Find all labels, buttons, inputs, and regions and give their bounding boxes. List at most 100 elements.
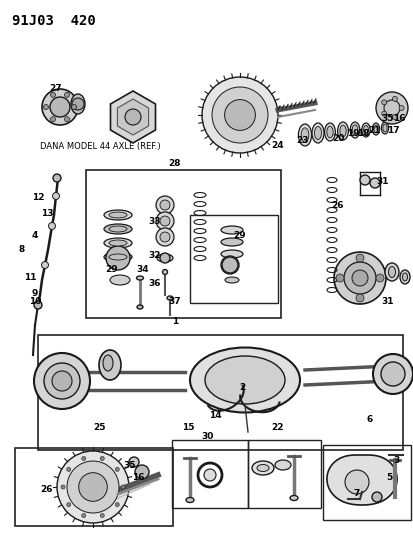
Circle shape [125,109,141,125]
Ellipse shape [298,124,311,146]
Text: 4: 4 [32,230,38,239]
Text: 29: 29 [105,265,118,274]
Text: 15: 15 [181,424,194,432]
Ellipse shape [349,122,359,138]
Circle shape [115,503,119,507]
Ellipse shape [252,461,273,475]
Circle shape [372,354,412,394]
Ellipse shape [289,496,297,500]
Text: 9: 9 [32,288,38,297]
Ellipse shape [104,224,132,234]
Ellipse shape [103,355,113,371]
Ellipse shape [221,250,242,258]
Ellipse shape [109,226,127,232]
Ellipse shape [324,123,335,141]
Circle shape [381,111,386,116]
Ellipse shape [384,263,398,281]
Circle shape [335,274,343,282]
Circle shape [375,92,407,124]
Circle shape [211,87,267,143]
Circle shape [344,470,368,494]
Circle shape [375,274,383,282]
Circle shape [52,371,72,391]
Ellipse shape [224,277,238,283]
Ellipse shape [159,200,170,210]
Bar [86,170,280,318]
Text: 5: 5 [385,473,391,482]
Circle shape [44,363,80,399]
Text: 24: 24 [271,141,284,149]
Circle shape [50,97,70,117]
Ellipse shape [185,497,194,503]
Circle shape [34,353,90,409]
Circle shape [121,485,125,489]
Text: 26: 26 [40,486,53,495]
Circle shape [67,461,119,513]
Ellipse shape [204,356,284,404]
Text: 2: 2 [238,384,244,392]
Text: 16: 16 [392,114,404,123]
Text: 30: 30 [201,432,214,441]
Circle shape [100,513,104,518]
Polygon shape [326,455,396,505]
Text: 18: 18 [356,128,368,138]
Ellipse shape [159,232,170,242]
Ellipse shape [314,126,321,140]
Circle shape [66,467,71,471]
Circle shape [159,253,170,263]
Circle shape [333,252,385,304]
Text: 12: 12 [32,192,44,201]
Circle shape [34,302,41,309]
Ellipse shape [156,212,173,230]
Text: 11: 11 [24,273,36,282]
Ellipse shape [401,273,406,281]
Circle shape [369,178,379,188]
Ellipse shape [71,94,85,114]
Circle shape [359,175,369,185]
Ellipse shape [110,275,130,285]
Text: 34: 34 [136,265,149,274]
Text: 35: 35 [123,462,136,471]
Text: 8: 8 [19,245,25,254]
Text: 36: 36 [148,279,161,287]
Ellipse shape [221,256,238,274]
Circle shape [81,513,85,518]
Ellipse shape [104,238,132,248]
Bar [171,440,247,508]
Bar [15,448,173,526]
Polygon shape [117,99,148,135]
Ellipse shape [104,210,132,220]
Circle shape [383,100,399,116]
Text: 19: 19 [346,128,358,138]
Ellipse shape [190,348,299,413]
Ellipse shape [399,270,409,284]
Circle shape [64,92,69,98]
Circle shape [343,262,375,294]
Circle shape [34,301,42,309]
Ellipse shape [363,125,368,134]
Bar [322,445,410,520]
Circle shape [50,117,55,122]
Ellipse shape [159,216,170,226]
Ellipse shape [109,212,127,218]
Text: DANA MODEL 44 AXLE (REF.): DANA MODEL 44 AXLE (REF.) [40,142,160,151]
Circle shape [355,294,363,302]
Text: 31: 31 [381,297,393,306]
Text: 14: 14 [208,411,221,421]
Polygon shape [110,91,155,143]
Circle shape [64,117,69,122]
Text: 35: 35 [381,114,393,123]
Circle shape [204,469,216,481]
Circle shape [371,492,381,502]
Text: 29: 29 [233,230,246,239]
Circle shape [135,465,149,479]
Text: 13: 13 [40,209,53,219]
Ellipse shape [221,238,242,246]
Text: 22: 22 [271,424,284,432]
Ellipse shape [162,270,167,274]
Ellipse shape [166,296,173,300]
Circle shape [351,270,367,286]
Text: 6: 6 [366,416,372,424]
Circle shape [43,104,48,109]
Ellipse shape [156,196,173,214]
